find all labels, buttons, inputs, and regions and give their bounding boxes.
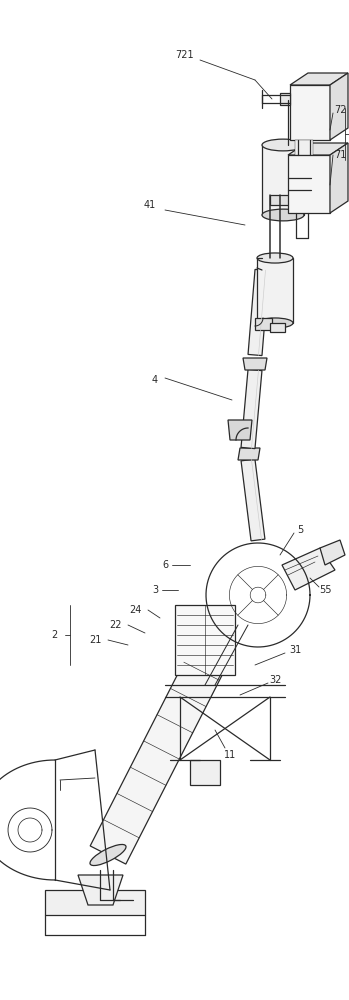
Ellipse shape: [90, 844, 126, 866]
Ellipse shape: [257, 318, 293, 328]
Ellipse shape: [262, 209, 304, 221]
Polygon shape: [228, 420, 252, 440]
Text: 31: 31: [289, 645, 301, 655]
Polygon shape: [262, 145, 304, 215]
Text: 11: 11: [224, 750, 236, 760]
Text: 72: 72: [334, 105, 346, 115]
Polygon shape: [320, 540, 345, 565]
Polygon shape: [290, 73, 348, 85]
Polygon shape: [238, 448, 260, 460]
Text: 55: 55: [319, 585, 331, 595]
Text: 3: 3: [152, 585, 158, 595]
Polygon shape: [190, 760, 220, 785]
Polygon shape: [280, 93, 290, 105]
Polygon shape: [175, 605, 235, 675]
Polygon shape: [255, 318, 272, 330]
Text: 32: 32: [269, 675, 281, 685]
Polygon shape: [45, 890, 145, 915]
Text: 721: 721: [176, 50, 194, 60]
Text: 4: 4: [152, 375, 158, 385]
Polygon shape: [288, 143, 348, 155]
Text: 71: 71: [334, 150, 346, 160]
Polygon shape: [78, 875, 123, 905]
Polygon shape: [243, 358, 267, 370]
Polygon shape: [295, 140, 313, 155]
Polygon shape: [270, 323, 285, 332]
Polygon shape: [288, 155, 330, 213]
Polygon shape: [241, 369, 262, 449]
Polygon shape: [248, 269, 269, 356]
Text: 5: 5: [297, 525, 303, 535]
Ellipse shape: [257, 253, 293, 263]
Polygon shape: [241, 459, 265, 541]
Ellipse shape: [262, 139, 304, 151]
Text: 21: 21: [89, 635, 101, 645]
Polygon shape: [330, 73, 348, 140]
Text: 41: 41: [144, 200, 156, 210]
Polygon shape: [330, 143, 348, 213]
Polygon shape: [270, 195, 293, 205]
Polygon shape: [290, 85, 330, 140]
Ellipse shape: [197, 634, 233, 656]
Text: 6: 6: [162, 560, 168, 570]
Text: 22: 22: [109, 620, 121, 630]
Text: 24: 24: [129, 605, 141, 615]
Polygon shape: [90, 636, 233, 864]
Polygon shape: [282, 548, 335, 590]
Polygon shape: [257, 258, 293, 323]
Text: 2: 2: [52, 630, 58, 640]
